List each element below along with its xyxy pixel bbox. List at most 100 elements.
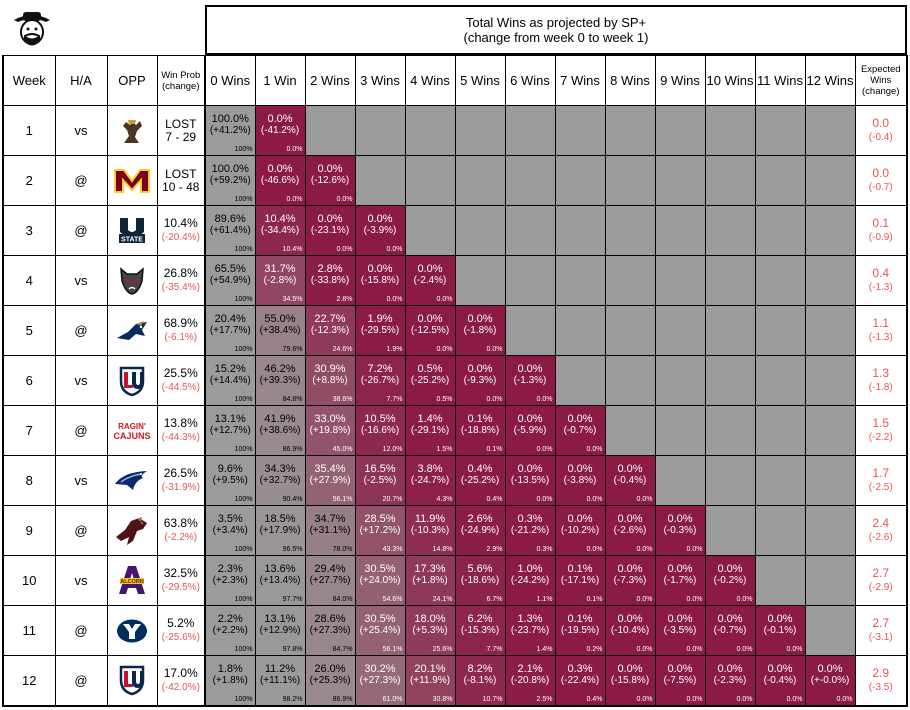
- empty-cell: [754, 505, 806, 556]
- win-pct: 18.5%: [264, 513, 296, 525]
- empty-cell: [504, 155, 556, 206]
- win-pct: 29.4%: [314, 563, 346, 575]
- win-cell-2: 26.0% (+25.3%) 86.9%: [304, 655, 356, 707]
- win-cell-6: 0.0% (-13.5%) 0.0%: [504, 455, 556, 506]
- empty-cell: [754, 555, 806, 606]
- win-pct: 22.7%: [314, 313, 346, 325]
- empty-cell: [804, 355, 856, 406]
- expected-wins-cell: 1.5 (-2.2): [854, 405, 908, 456]
- win-prob-value: 17.0%: [163, 665, 198, 680]
- expected-wins-cell: 0.1 (-0.9): [854, 205, 908, 256]
- header-wins-12: 12 Wins: [804, 55, 856, 106]
- empty-cell: [754, 205, 806, 256]
- cumulative-pct: 100%: [234, 496, 253, 503]
- week-cell: 8: [2, 455, 56, 506]
- win-pct: 0.0%: [717, 563, 743, 575]
- win-cell-1: 13.6% (+13.4%) 97.7%: [254, 555, 306, 606]
- win-pct-change: (+17.7%): [209, 325, 251, 336]
- win-prob-value: 68.9%: [163, 316, 198, 330]
- empty-cell: [454, 105, 506, 156]
- empty-cell: [654, 255, 706, 306]
- win-cell-8: 0.0% (-15.8%) 0.0%: [604, 655, 656, 707]
- win-prob-value: 5.2%: [167, 616, 195, 630]
- cumulative-pct: 100%: [234, 296, 253, 303]
- table-row: 2 @ LOST 10 - 48 100.0% (+59.2%) 100% 0.0% (-46.…: [2, 155, 908, 206]
- cumulative-pct: 2.8%: [336, 296, 353, 303]
- expected-wins-change: (-2.9): [868, 582, 893, 593]
- win-pct-change: (+41.2%): [209, 125, 251, 136]
- cumulative-pct: 0.0%: [286, 196, 303, 203]
- minnesota-m-logo: [114, 168, 150, 193]
- win-cell-6: 1.3% (-23.7%) 1.4%: [504, 605, 556, 656]
- cumulative-pct: 86.9%: [282, 446, 303, 453]
- win-cell-2: 35.4% (+27.9%) 56.1%: [304, 455, 356, 506]
- expected-wins-cell: 1.3 (-1.8): [854, 355, 908, 406]
- win-pct-change: (+13.4%): [259, 575, 301, 586]
- win-pct: 18.0%: [414, 613, 446, 625]
- win-cell-6: 0.3% (-21.2%) 0.3%: [504, 505, 556, 556]
- cumulative-pct: 100%: [234, 546, 253, 553]
- win-pct: 13.1%: [264, 613, 296, 625]
- table-row: 8 vs 26.5% (-31.9%) 9.6% (+9.5%) 100% 34.3% (+32…: [2, 455, 908, 506]
- expected-wins-change: (-1.3): [868, 332, 893, 343]
- header-expected: Expected Wins (change): [854, 55, 908, 106]
- win-pct: 3.8%: [417, 463, 443, 475]
- win-pct-change: (+38.4%): [259, 325, 301, 336]
- cumulative-pct: 1.1%: [536, 596, 553, 603]
- empty-cell: [604, 155, 656, 206]
- empty-cell: [554, 105, 606, 156]
- table-row: 11 @5.2% (-25.6%) 2.2% (+2.2%) 100% 13.1% (+12.…: [2, 605, 908, 656]
- win-pct-change: (-0.2%): [713, 575, 747, 586]
- empty-cell: [654, 305, 706, 356]
- win-prob-cell: LOST 10 - 48: [156, 155, 206, 206]
- win-cell-5: 0.0% (-1.8%) 0.0%: [454, 305, 506, 356]
- win-pct: 28.5%: [364, 513, 396, 525]
- win-pct: 0.0%: [567, 413, 593, 425]
- win-pct-change: (-22.4%): [560, 675, 600, 686]
- win-prob-value: 25.5%: [163, 366, 198, 380]
- win-pct: 0.3%: [567, 663, 593, 675]
- win-pct-change: (-25.2%): [460, 475, 500, 486]
- home-away-cell: @: [54, 205, 108, 256]
- byu-y-logo: [117, 619, 147, 642]
- win-pct: 26.0%: [314, 663, 346, 675]
- win-pct-change: (+54.9%): [209, 275, 251, 286]
- opponent-cell: [106, 305, 158, 356]
- win-prob-value: 13.8%: [163, 416, 198, 430]
- empty-cell: [704, 205, 756, 256]
- win-cell-2: 28.6% (+27.3%) 84.7%: [304, 605, 356, 656]
- win-prob-change: (-31.9%): [161, 482, 200, 493]
- win-pct: 0.0%: [267, 163, 293, 175]
- win-cell-1: 0.0% (-41.2%) 0.0%: [254, 105, 306, 156]
- cumulative-pct: 0.1%: [586, 596, 603, 603]
- empty-cell: [654, 355, 706, 406]
- win-pct-change: (+27.3%): [359, 675, 401, 686]
- game-score: 10 - 48: [162, 179, 200, 194]
- cumulative-pct: 0.0%: [336, 246, 353, 253]
- win-cell-0: 100.0% (+59.2%) 100%: [204, 155, 256, 206]
- win-pct-change: (+8.8%): [312, 375, 348, 386]
- win-pct-change: (-8.1%): [463, 675, 497, 686]
- win-pct-change: (-1.8%): [463, 325, 497, 336]
- empty-cell: [454, 155, 506, 206]
- empty-cell: [804, 505, 856, 556]
- cumulative-pct: 14.8%: [432, 546, 453, 553]
- empty-cell: [454, 255, 506, 306]
- win-prob-cell: 26.8% (-35.4%): [156, 255, 206, 306]
- win-pct: 0.0%: [417, 263, 443, 275]
- table-row: 7 @ RAGIN' CAJUNS 13.8% (-44.3%) 13.1% (+12.7%)…: [2, 405, 908, 456]
- expected-wins-value: 0.1: [872, 216, 890, 230]
- empty-cell: [754, 305, 806, 356]
- win-pct-change: (-3.9%): [363, 225, 397, 236]
- cumulative-pct: 0.0%: [636, 546, 653, 553]
- win-pct-change: (-12.6%): [310, 175, 350, 186]
- win-prob-value: 32.5%: [163, 566, 198, 580]
- cumulative-pct: 100%: [234, 146, 253, 153]
- win-prob-cell: 63.8% (-2.2%): [156, 505, 206, 556]
- home-away-cell: vs: [54, 455, 108, 506]
- win-cell-1: 31.7% (-2.8%) 34.5%: [254, 255, 306, 306]
- win-cell-7: 0.0% (-10.2%) 0.0%: [554, 505, 606, 556]
- cumulative-pct: 25.6%: [432, 646, 453, 653]
- win-cell-0: 2.3% (+2.3%) 100%: [204, 555, 256, 606]
- cumulative-pct: 56.1%: [382, 646, 403, 653]
